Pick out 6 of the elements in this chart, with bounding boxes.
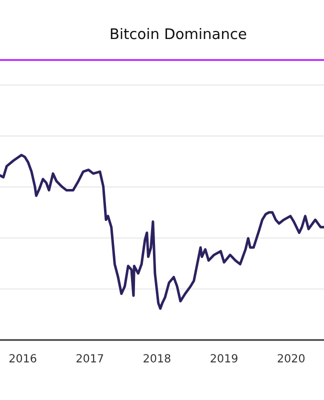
chart-title: Bitcoin Dominance [110, 28, 246, 40]
x-tick-label: 2017 [76, 354, 104, 362]
x-tick-label: 2019 [210, 354, 238, 362]
x-tick-label: 2016 [9, 354, 36, 362]
x-tick-label: 2020 [278, 354, 305, 362]
x-tick-label: 2018 [144, 354, 170, 362]
